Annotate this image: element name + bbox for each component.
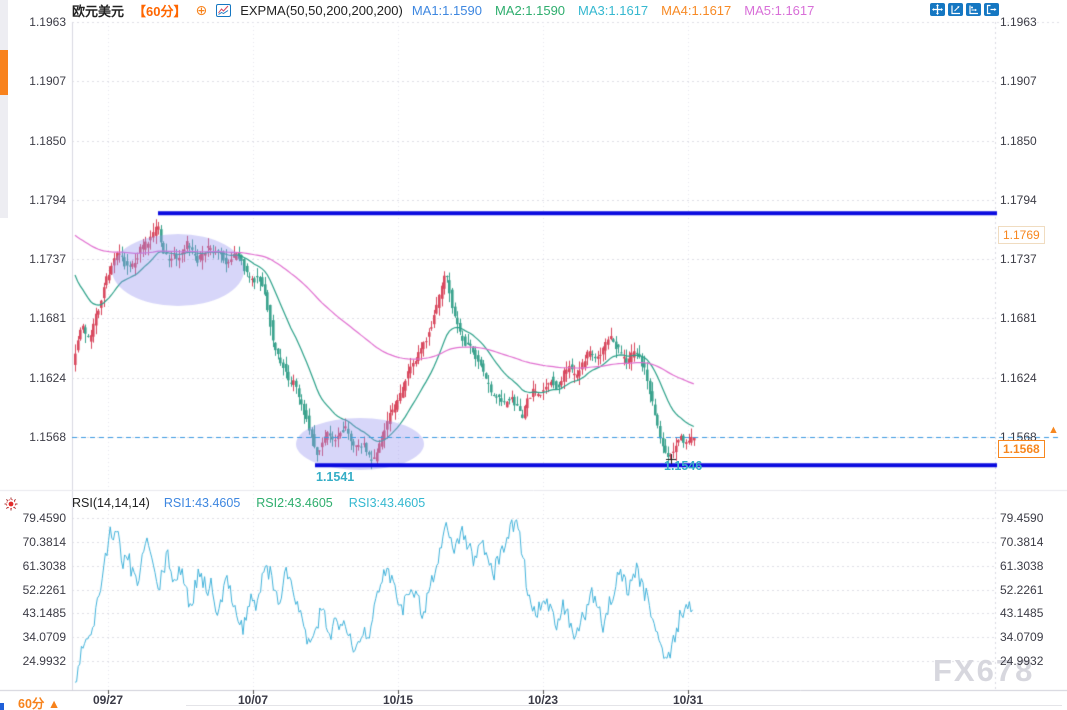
price-up-arrow-icon: ▲ xyxy=(1048,424,1059,436)
support-price-label-left: 1.1541 xyxy=(316,470,355,484)
price-axis-label-left: 1.1963 xyxy=(29,15,66,29)
rsi-axis-label-right: 61.3038 xyxy=(1000,558,1044,573)
timeframe-selector[interactable]: 【60分】 xyxy=(133,3,187,19)
ma-legend-item: MA5:1.1617 xyxy=(744,2,815,18)
left-sidebar-strip xyxy=(0,0,8,218)
price-axis-label-left: 1.1624 xyxy=(29,371,66,386)
indicator-label: EXPMA(50,50,200,200,200) xyxy=(240,2,403,18)
chart-style-icon[interactable] xyxy=(216,3,232,17)
rsi-axis-label-left: 61.3038 xyxy=(22,558,66,573)
timeframe-footer-button[interactable]: 60分 ▲ xyxy=(18,693,60,710)
add-indicator-icon[interactable]: ⊕ xyxy=(195,2,208,18)
date-axis-label: 09/27 xyxy=(92,693,124,707)
price-axis-label-right: 1.1681 xyxy=(1000,311,1037,326)
rsi-axis-label-right: 52.2261 xyxy=(1000,582,1044,597)
price-axis-label-left: 1.1907 xyxy=(29,73,66,88)
date-axis-label: 10/31 xyxy=(672,693,704,707)
price-axis-label-right: 1.1850 xyxy=(1000,133,1037,148)
price-axis-label-left: 1.1737 xyxy=(29,252,66,267)
ma-legend-item: MA3:1.1617 xyxy=(578,2,649,18)
price-axis-label-left: 1.1794 xyxy=(29,192,66,207)
price-axis-label-right: 1.1963 xyxy=(1000,15,1037,29)
rsi-axis-label-left: 52.2261 xyxy=(22,582,66,597)
rsi-axis-label-left: 70.3814 xyxy=(22,534,66,549)
timeframe-footer-label: 60分 xyxy=(18,697,45,710)
last-price-tag: 1.1568 xyxy=(998,440,1045,458)
date-axis-label: 10/07 xyxy=(237,693,269,707)
price-axis-label-right: 1.1794 xyxy=(1000,192,1037,207)
rsi-header: RSI(14,14,14) RSI1:43.4605 RSI2:43.4605 RS… xyxy=(72,496,441,510)
scrollbar-corner xyxy=(0,703,4,710)
price-axis-label-right: 1.1907 xyxy=(1000,73,1037,88)
x-axis-zoom-icon[interactable] xyxy=(966,3,981,16)
price-axis-label-right: 1.1737 xyxy=(1000,252,1037,267)
rsi-axis-label-left: 24.9932 xyxy=(22,654,66,668)
rsi-axis-label-left: 43.1485 xyxy=(22,606,66,621)
timeframe-footer-arrow-icon: ▲ xyxy=(47,697,61,710)
watermark: FX678 xyxy=(933,653,1035,688)
prev-close-price-tag: 1.1769 xyxy=(998,226,1045,244)
date-axis-label: 10/15 xyxy=(382,693,414,707)
rsi-axis-label-right: 70.3814 xyxy=(1000,534,1044,549)
ma-legend-item: MA1:1.1590 xyxy=(411,2,482,18)
rsi-legend-item: RSI2:43.4605 xyxy=(256,496,333,510)
rsi-axis-label-left: 79.4590 xyxy=(22,511,66,525)
ma-legend: MA1:1.1590 MA2:1.1590 MA3:1.1617 MA4:1.1617… xyxy=(412,3,828,18)
rsi-axis-label-right: 43.1485 xyxy=(1000,606,1044,621)
chart-toolbar xyxy=(930,3,999,16)
scrollbar-track[interactable] xyxy=(186,705,1062,706)
rsi-axis-label-right: 79.4590 xyxy=(1000,511,1044,525)
rsi-title: RSI(14,14,14) xyxy=(72,496,150,510)
rsi-axis-label-right: 34.0709 xyxy=(1000,630,1044,645)
left-sidebar-tab[interactable] xyxy=(0,50,8,95)
date-axis-label: 10/23 xyxy=(527,693,559,707)
indicator-marker-icon xyxy=(3,496,19,517)
rsi-axis-label-left: 34.0709 xyxy=(22,630,66,645)
rsi-axis-label-right: 24.9932 xyxy=(1000,654,1044,668)
rsi-legend-item: RSI1:43.4605 xyxy=(163,496,241,510)
exit-chart-icon[interactable] xyxy=(984,3,999,16)
price-axis-label-left: 1.1681 xyxy=(29,311,66,326)
pan-icon[interactable] xyxy=(930,3,945,16)
price-axis-label-right: 1.1624 xyxy=(1000,371,1037,386)
ma-legend-item: MA4:1.1617 xyxy=(661,2,732,18)
symbol-name: 欧元美元 xyxy=(72,3,125,19)
rsi-legend-item: RSI3:43.4605 xyxy=(348,496,426,510)
price-axis-label-left: 1.1850 xyxy=(29,133,66,148)
rsi-values: RSI1:43.4605 RSI2:43.4605 RSI3:43.4605 xyxy=(164,496,441,510)
price-axis-label-left: 1.1568 xyxy=(29,429,66,444)
y-axis-zoom-icon[interactable] xyxy=(948,3,963,16)
chart-header: 欧元美元 【60分】 ⊕ EXPMA(50,50,200,200,200) MA… xyxy=(72,2,828,19)
ma-legend-item: MA2:1.1590 xyxy=(494,2,566,18)
support-price-label-right: 1.1546 xyxy=(664,459,703,473)
